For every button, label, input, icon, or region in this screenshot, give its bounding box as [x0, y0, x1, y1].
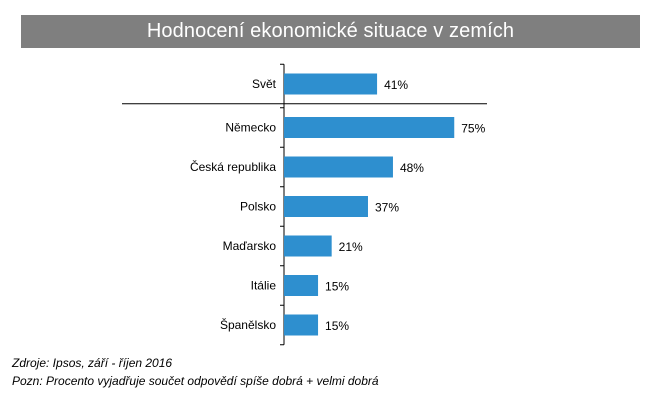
chart-title: Hodnocení ekonomické situace v zemích: [21, 15, 640, 48]
bar: [284, 235, 332, 257]
note-footnote: Pozn: Procento vyjadřuje součet odpovědí…: [12, 374, 379, 388]
category-label: Maďarsko: [223, 239, 277, 253]
bar: [284, 314, 319, 336]
data-label: 41%: [384, 78, 408, 92]
data-label: 75%: [461, 122, 485, 136]
data-label: 15%: [325, 319, 349, 333]
bar: [284, 196, 368, 217]
data-label: 37%: [375, 201, 399, 215]
data-label: 48%: [400, 161, 424, 175]
plot-area: Svět 41% Německo 75% Česká republika 48% Polsk…: [122, 63, 487, 346]
bar: [284, 117, 455, 138]
bar: [284, 73, 378, 95]
category-label: Itálie: [251, 279, 277, 293]
category-label: Polsko: [240, 200, 276, 214]
bar: [284, 156, 393, 178]
category-label: Česká republika: [190, 159, 276, 174]
data-label: 15%: [325, 280, 349, 294]
bar: [284, 275, 319, 296]
category-label: Německo: [225, 121, 276, 135]
category-label: Španělsko: [220, 317, 276, 332]
category-label: Svět: [252, 77, 277, 91]
data-label: 21%: [339, 240, 363, 254]
source-footnote: Zdroje: Ipsos, září - říjen 2016: [12, 356, 173, 370]
